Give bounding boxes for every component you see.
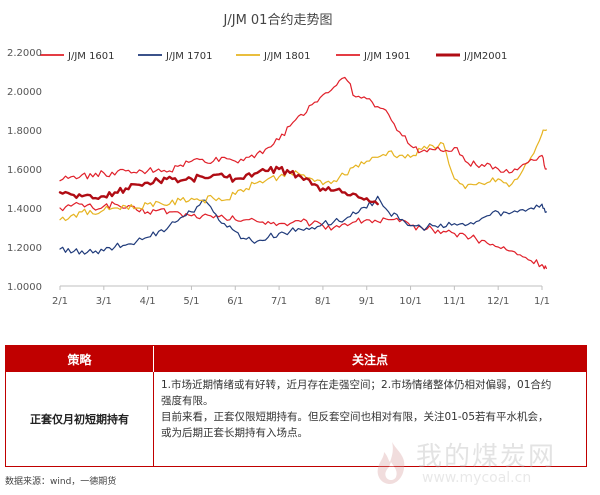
- series-line-j-jm-1901: [59, 76, 548, 182]
- table-body: 正套仅月初短期持有 1.市场近期情绪或有好转，近月存在走强空间；2.市场情绪整体…: [6, 372, 586, 466]
- watermark-url: www.mycoal.cn: [422, 470, 532, 486]
- y-tick-label: 1.2000: [7, 243, 42, 254]
- y-tick-label: 1.4000: [7, 204, 42, 215]
- focus-line: 目前来看，正套仅限短期持有。但反套空间也相对有限，关注01-05若有平水机会，: [161, 411, 549, 423]
- legend-label: J/JM 1801: [263, 51, 311, 62]
- x-tick-label: 7/1: [271, 296, 287, 307]
- strategy-table: 策略 关注点 正套仅月初短期持有 1.市场近期情绪或有好转，近月存在走强空间；2…: [5, 345, 587, 467]
- legend-label: J/JM 1901: [363, 51, 411, 62]
- focus-cell: 1.市场近期情绪或有好转，近月存在走强空间；2.市场情绪整体仍相对偏弱，01合约…: [154, 372, 586, 466]
- x-tick-label: 11/1: [443, 296, 465, 307]
- data-source-note: 数据来源：wind，一德期货: [5, 477, 117, 487]
- strategy-cell: 正套仅月初短期持有: [6, 372, 154, 466]
- header-strategy: 策略: [6, 346, 154, 372]
- series-line-j-jm2001: [58, 165, 379, 206]
- x-tick-label: 12/1: [487, 296, 509, 307]
- series-lines: [58, 76, 548, 270]
- series-line-j-jm-1801: [59, 129, 548, 222]
- y-tick-label: 1.0000: [7, 282, 42, 293]
- y-axis: 1.0000 1.2000 1.4000 1.6000 1.8000 2.0000 2.20…: [7, 48, 42, 293]
- legend-label: J/JM 1701: [165, 51, 213, 62]
- focus-line: 强度有限。: [161, 395, 214, 407]
- legend-label: J/JM 1601: [67, 51, 115, 62]
- x-tick-label: 8/1: [315, 296, 331, 307]
- x-axis: 2/1 3/1 4/1 5/1 6/1 7/1 8/1 9/1 10/1 11/1 12/1 1/1: [52, 285, 550, 307]
- focus-line: 或为后期正套长期持有入场点。: [161, 427, 308, 439]
- focus-line: 1.市场近期情绪或有好转，近月存在走强空间；2.市场情绪整体仍相对偏弱，01合约: [161, 379, 552, 391]
- watermark: 我的煤炭网 www.mycoal.cn: [372, 436, 592, 492]
- x-tick-label: 4/1: [140, 296, 156, 307]
- x-tick-label: 10/1: [399, 296, 421, 307]
- flame-logo-icon: [377, 442, 405, 484]
- x-tick-label: 6/1: [227, 296, 243, 307]
- series-line-j-jm-1701: [59, 195, 548, 255]
- x-tick-label: 9/1: [359, 296, 375, 307]
- y-tick-label: 1.6000: [7, 165, 42, 176]
- series-line-j-jm-1601: [59, 201, 548, 270]
- x-tick-label: 3/1: [96, 296, 112, 307]
- x-tick-label: 2/1: [52, 296, 68, 307]
- x-tick-label: 1/1: [534, 296, 550, 307]
- table-header: 策略 关注点: [6, 346, 586, 372]
- y-tick-label: 1.8000: [7, 126, 42, 137]
- y-tick-label: 2.0000: [7, 87, 42, 98]
- header-focus: 关注点: [351, 352, 388, 367]
- line-chart: J/JM 01合约走势图 J/JM 1601 J/JM 1701 J/JM 1801…: [7, 12, 550, 307]
- x-tick-label: 5/1: [183, 296, 199, 307]
- chart-title: J/JM 01合约走势图: [223, 12, 333, 28]
- legend-label: J/JM2001: [463, 51, 507, 62]
- watermark-text: 我的煤炭网: [416, 442, 557, 472]
- y-tick-label: 2.2000: [7, 48, 42, 59]
- chart-legend: J/JM 1601 J/JM 1701 J/JM 1801 J/JM 1901 J/JM…: [40, 51, 507, 62]
